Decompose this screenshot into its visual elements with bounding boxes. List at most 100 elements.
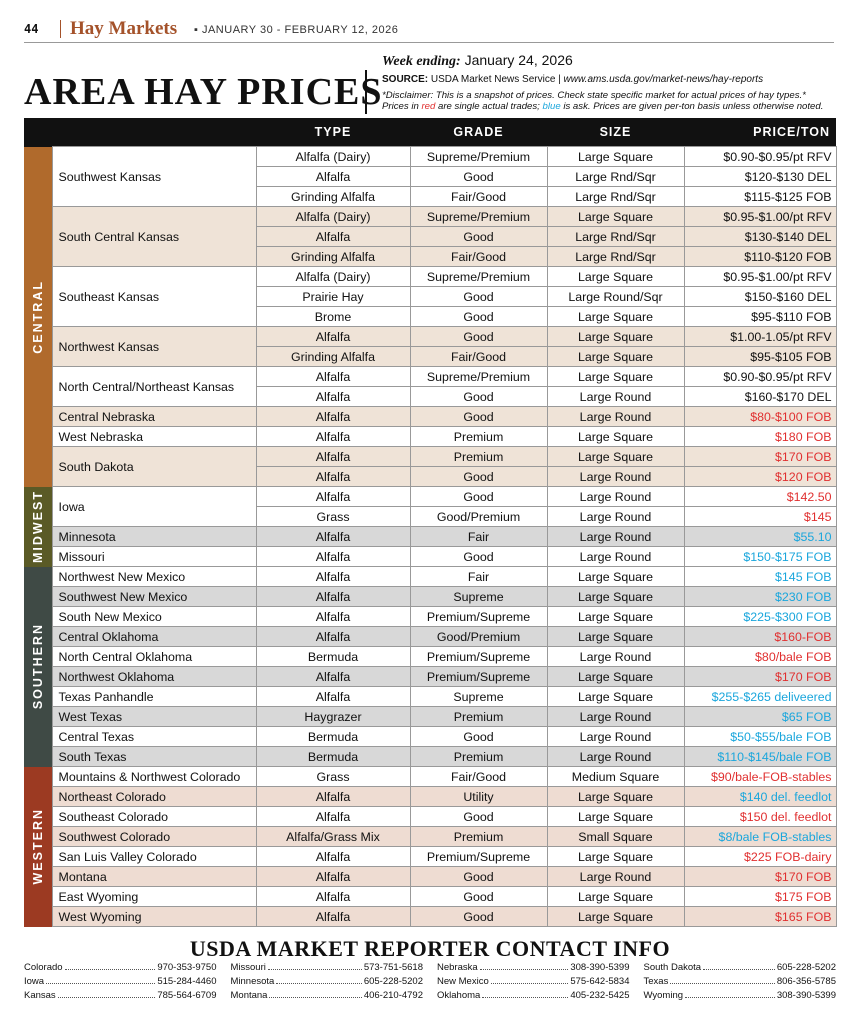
contact-state: Minnesota bbox=[230, 976, 275, 987]
grade-cell: Fair bbox=[409, 566, 548, 587]
type-cell: Alfalfa bbox=[255, 386, 411, 407]
size-cell: Large Square bbox=[546, 566, 685, 587]
table-row: Southeast Colorado Alfalfa Good Large Squar… bbox=[24, 806, 837, 827]
location-cell: Mountains & Northwest Colorado bbox=[51, 766, 257, 787]
size-cell: Large Round/Sqr bbox=[546, 286, 685, 307]
location-cell: Northwest Oklahoma bbox=[51, 666, 257, 687]
grade-cell: Good bbox=[409, 886, 548, 907]
size-cell: Large Square bbox=[546, 266, 685, 287]
size-cell: Large Square bbox=[546, 446, 685, 467]
location-cell: South Dakota bbox=[51, 446, 257, 487]
size-cell: Large Round bbox=[546, 866, 685, 887]
region-name: SOUTHERN bbox=[30, 623, 45, 710]
leader-dots bbox=[46, 976, 156, 984]
price-cell: $160-FOB bbox=[683, 626, 837, 647]
size-cell: Large Rnd/Sqr bbox=[546, 166, 685, 187]
size-cell: Large Rnd/Sqr bbox=[546, 186, 685, 207]
type-cell: Alfalfa (Dairy) bbox=[255, 266, 411, 287]
grade-cell: Fair/Good bbox=[409, 346, 548, 367]
price-cell: $1.00-1.05/pt RFV bbox=[683, 326, 837, 347]
contacts-title: USDA MARKET REPORTER CONTACT INFO bbox=[189, 936, 671, 961]
type-cell: Grinding Alfalfa bbox=[255, 186, 411, 207]
section-name: Hay Markets bbox=[70, 18, 178, 39]
size-cell: Large Rnd/Sqr bbox=[546, 246, 685, 267]
type-cell: Bermuda bbox=[255, 726, 411, 747]
grade-cell: Good bbox=[409, 326, 548, 347]
contact-state: Missouri bbox=[230, 962, 266, 973]
type-cell: Alfalfa bbox=[255, 886, 411, 907]
size-cell: Large Round bbox=[546, 486, 685, 507]
price-cell: $80-$100 FOB bbox=[683, 406, 837, 427]
size-cell: Medium Square bbox=[546, 766, 685, 787]
table-row: South New Mexico Alfalfa Premium/Supreme La… bbox=[24, 606, 837, 627]
leader-dots bbox=[276, 976, 362, 984]
grade-cell: Utility bbox=[409, 786, 548, 807]
grade-cell: Premium/Supreme bbox=[409, 606, 548, 627]
grade-cell: Good bbox=[409, 286, 548, 307]
price-cell: $170 FOB bbox=[683, 446, 837, 467]
contact-phone: 573-751-5618 bbox=[363, 962, 423, 973]
table-row: South Dakota Alfalfa Premium Large Square $1… bbox=[24, 446, 837, 487]
type-cell: Grinding Alfalfa bbox=[255, 246, 411, 267]
price-cell: $0.95-$1.00/pt RFV bbox=[683, 266, 837, 287]
grade-cell: Premium bbox=[409, 706, 548, 727]
grade-cell: Supreme/Premium bbox=[409, 266, 548, 287]
type-cell: Alfalfa bbox=[255, 466, 411, 487]
table-row: MIDWEST Iowa Alfalfa Good Large Round $142.50 bbox=[24, 486, 837, 567]
contact-item: Nebraska 308-390-5399 bbox=[437, 962, 630, 973]
table-row: South Central Kansas Alfalfa (Dairy) Supre… bbox=[24, 206, 837, 267]
leader-dots bbox=[670, 976, 775, 984]
price-cell: $95-$110 FOB bbox=[683, 306, 837, 327]
price-cell: $142.50 bbox=[683, 486, 837, 507]
type-cell: Alfalfa bbox=[255, 526, 411, 547]
table-row: Alfalfa Good Large Round $120 FOB bbox=[24, 466, 837, 487]
leader-dots bbox=[269, 990, 362, 998]
price-cell: $225 FOB-dairy bbox=[683, 846, 837, 867]
table-row: South Texas Bermuda Premium Large Round $110… bbox=[24, 746, 837, 767]
grade-cell: Premium/Supreme bbox=[409, 666, 548, 687]
grade-cell: Supreme bbox=[409, 586, 548, 607]
contact-item: New Mexico 575-642-5834 bbox=[437, 976, 630, 987]
grade-cell: Good bbox=[409, 226, 548, 247]
issue-dates: ▪ JANUARY 30 - FEBRUARY 12, 2026 bbox=[194, 24, 399, 36]
title-divider bbox=[365, 70, 367, 114]
type-cell: Alfalfa bbox=[255, 326, 411, 347]
size-cell: Large Round bbox=[546, 646, 685, 667]
week-ending: Week ending: January 24, 2026 bbox=[382, 52, 573, 70]
size-cell: Large Square bbox=[546, 686, 685, 707]
contact-phone: 605-228-5202 bbox=[776, 962, 836, 973]
header-divider bbox=[60, 20, 61, 38]
region-label-central: CENTRAL bbox=[24, 146, 52, 487]
table-row: Southwest Colorado Alfalfa/Grass Mix Premi… bbox=[24, 826, 837, 847]
location-cell: East Wyoming bbox=[51, 886, 257, 907]
region-label-midwest: MIDWEST bbox=[24, 486, 52, 567]
location-cell: Northwest New Mexico bbox=[51, 566, 257, 587]
type-cell: Alfalfa (Dairy) bbox=[255, 146, 411, 167]
table-row: Northeast Colorado Alfalfa Utility Large Sq… bbox=[24, 786, 837, 807]
location-cell: Central Oklahoma bbox=[51, 626, 257, 647]
size-cell: Large Square bbox=[546, 206, 685, 227]
size-cell: Large Round bbox=[546, 466, 685, 487]
type-cell: Alfalfa bbox=[255, 686, 411, 707]
grade-cell: Premium/Supreme bbox=[409, 646, 548, 667]
size-cell: Small Square bbox=[546, 826, 685, 847]
price-cell: $55.10 bbox=[683, 526, 837, 547]
price-cell: $110-$145/bale FOB bbox=[683, 746, 837, 767]
leader-dots bbox=[703, 962, 775, 970]
type-cell: Alfalfa bbox=[255, 606, 411, 627]
table-row: WESTERN Mountains & Northwest Colorado Gra… bbox=[24, 766, 837, 927]
location-cell: Southwest Colorado bbox=[51, 826, 257, 847]
price-cell: $115-$125 FOB bbox=[683, 186, 837, 207]
table-row: Central Texas Bermuda Good Large Round $50-$… bbox=[24, 726, 837, 747]
contact-item: Kansas 785-564-6709 bbox=[24, 990, 217, 1001]
price-cell: $150-$175 FOB bbox=[683, 546, 837, 567]
contact-state: Kansas bbox=[24, 990, 56, 1001]
source-label: SOURCE: bbox=[382, 74, 429, 85]
price-cell: $120-$130 DEL bbox=[683, 166, 837, 187]
size-cell: Large Round bbox=[546, 406, 685, 427]
location-cell: West Wyoming bbox=[51, 906, 257, 927]
contact-state: Texas bbox=[643, 976, 669, 987]
type-cell: Prairie Hay bbox=[255, 286, 411, 307]
contact-state: New Mexico bbox=[437, 976, 489, 987]
grade-cell: Supreme/Premium bbox=[409, 146, 548, 167]
